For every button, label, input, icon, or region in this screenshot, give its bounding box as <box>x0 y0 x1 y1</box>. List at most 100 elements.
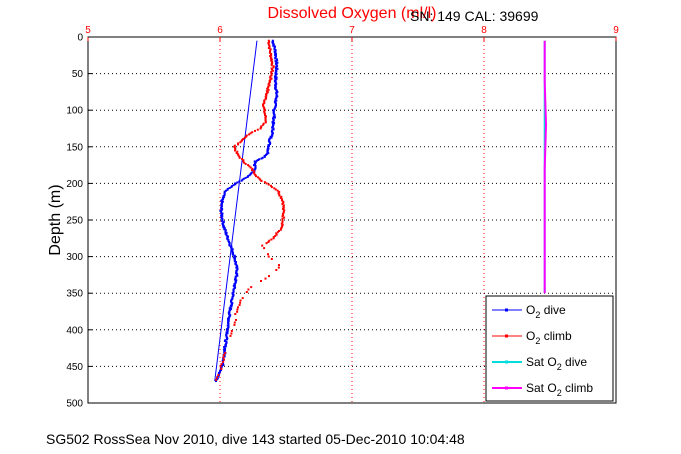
y-axis-label: Depth (m) <box>47 184 64 255</box>
data-point <box>223 340 226 342</box>
data-point <box>233 284 236 286</box>
data-point <box>263 111 266 114</box>
data-point <box>268 44 271 47</box>
data-point <box>267 42 270 45</box>
data-point <box>272 66 275 69</box>
legend-box <box>485 295 614 402</box>
data-point <box>270 77 273 80</box>
data-point <box>280 195 283 198</box>
data-point <box>228 316 231 319</box>
data-point <box>250 286 253 289</box>
tick-layer: 5 6 7 8 9 0 50 100 150 200 250 300 350 400 450 500 <box>66 25 619 410</box>
data-point <box>267 88 270 91</box>
series-sat-o2-climb <box>543 40 548 294</box>
legend-label: O2 dive <box>526 303 566 320</box>
data-point <box>262 123 265 126</box>
data-point <box>280 227 283 230</box>
data-point <box>263 181 266 184</box>
data-point <box>255 175 257 178</box>
legend-marker <box>505 386 508 390</box>
data-point <box>270 136 273 139</box>
data-point <box>246 176 249 178</box>
data-point <box>222 356 225 359</box>
data-point <box>271 126 274 129</box>
data-point <box>239 301 242 304</box>
data-point <box>283 216 286 219</box>
y-tick-label: 400 <box>66 325 83 336</box>
y-tick-label: 350 <box>66 289 83 300</box>
data-point <box>253 172 256 175</box>
data-point <box>234 255 237 258</box>
data-point <box>278 230 280 232</box>
data-point <box>238 180 241 183</box>
data-point <box>258 158 261 161</box>
y-tick-label: 250 <box>66 216 83 227</box>
data-point <box>274 75 276 78</box>
data-point <box>242 137 245 140</box>
data-point <box>220 214 223 217</box>
legend-item: O2 climb <box>492 329 572 346</box>
data-point <box>263 101 266 104</box>
data-point <box>223 228 226 231</box>
data-point <box>268 81 271 83</box>
series-line <box>543 40 548 294</box>
series-o2-dive <box>215 39 279 382</box>
data-point <box>251 131 254 134</box>
fit-line <box>214 40 258 382</box>
data-point <box>253 168 256 171</box>
data-point <box>270 258 273 260</box>
data-point <box>282 211 285 214</box>
data-point <box>260 280 262 282</box>
data-point <box>272 65 275 68</box>
data-point <box>281 215 284 218</box>
data-point <box>269 78 272 81</box>
data-point <box>270 186 273 189</box>
data-point <box>248 165 251 168</box>
data-point <box>222 348 225 351</box>
data-point <box>263 108 266 110</box>
data-point <box>253 170 256 173</box>
data-point <box>238 156 241 159</box>
data-point <box>281 221 284 224</box>
data-point <box>279 197 282 199</box>
legend-item: Sat O2 climb <box>492 381 593 398</box>
data-point <box>224 351 227 354</box>
data-point <box>226 338 228 341</box>
data-point <box>223 355 226 358</box>
data-point <box>280 222 283 225</box>
data-point <box>237 154 240 157</box>
data-point <box>282 206 285 209</box>
data-point <box>245 135 248 138</box>
data-point <box>268 79 271 82</box>
data-point <box>275 232 278 235</box>
data-point <box>260 157 263 160</box>
data-point <box>282 200 285 203</box>
data-point <box>265 92 268 95</box>
data-point <box>232 253 235 256</box>
data-point <box>267 253 269 256</box>
data-point <box>258 177 261 180</box>
data-point <box>272 237 275 240</box>
data-point <box>281 220 284 223</box>
data-point <box>238 155 241 158</box>
data-point <box>247 288 250 291</box>
data-point <box>243 161 246 164</box>
legend-label: Sat O2 climb <box>526 381 593 398</box>
data-point <box>268 82 271 85</box>
data-point <box>267 83 270 86</box>
data-point <box>264 277 267 280</box>
data-point <box>216 376 219 379</box>
data-point <box>249 132 252 135</box>
data-point <box>238 304 241 306</box>
data-point <box>270 70 273 73</box>
data-point <box>275 76 278 79</box>
data-point <box>228 187 231 189</box>
data-point <box>272 236 275 239</box>
data-point <box>267 183 270 186</box>
data-point <box>266 91 269 94</box>
data-point <box>266 87 269 90</box>
data-point <box>281 223 284 226</box>
data-point <box>233 260 236 263</box>
legend-marker <box>505 308 508 312</box>
